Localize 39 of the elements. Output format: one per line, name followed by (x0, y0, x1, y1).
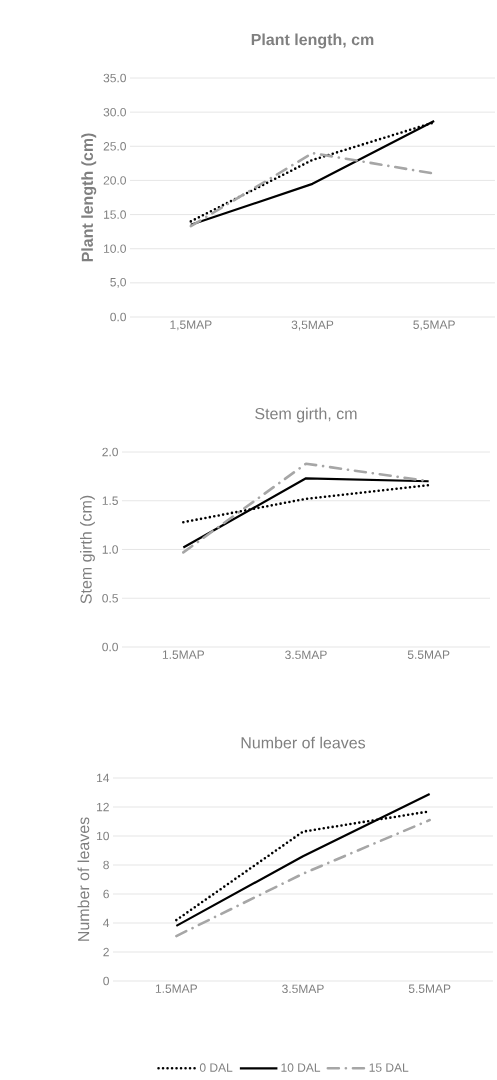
y-tick-label: 1.5 (102, 496, 118, 505)
x-tick-label: 3.5MAP (285, 650, 327, 660)
x-tick-label: 1.5MAP (155, 984, 198, 993)
y-tick-label: 15.0 (104, 210, 126, 219)
x-tick-label: 5.5MAP (408, 984, 451, 993)
legend-label: 10 DAL (281, 1063, 321, 1072)
y-axis-title: Plant length (cm) (81, 133, 97, 262)
y-axis-title: Number of leaves (77, 817, 90, 941)
y-tick-label: 0.0 (110, 312, 126, 322)
y-tick-label: 1.0 (102, 545, 118, 554)
y-tick-label: 0 (103, 976, 109, 986)
y-tick-label: 5,0 (110, 277, 126, 288)
x-tick-label: 5.5MAP (407, 650, 450, 659)
y-tick-label: 2.0 (102, 447, 118, 457)
y-tick-label: 14 (97, 773, 110, 783)
y-tick-label: 20.0 (103, 176, 126, 185)
y-tick-label: 0.5 (102, 594, 118, 603)
y-tick-label: 12 (97, 802, 109, 812)
x-tick-label: 3,5MAP (291, 320, 334, 331)
y-tick-label: 2 (103, 947, 109, 957)
x-tick-label: 3.5MAP (282, 984, 324, 994)
y-tick-label: 10.0 (104, 244, 126, 253)
y-tick-label: 4 (103, 918, 110, 928)
chart-title: Stem girth, cm (255, 407, 357, 423)
legend-label: 0 DAL (199, 1063, 233, 1072)
legend-label: 15 DAL (369, 1063, 409, 1072)
y-tick-label: 35.0 (103, 73, 126, 83)
chart-title: Plant length, cm (251, 33, 374, 49)
y-tick-label: 0.0 (102, 642, 118, 652)
x-tick-label: 1,5MAP (170, 320, 212, 331)
y-tick-label: 30.0 (103, 107, 126, 117)
y-axis-title: Stem girth (cm) (80, 495, 95, 604)
y-tick-label: 8 (103, 860, 109, 870)
y-tick-label: 10 (97, 831, 109, 841)
x-tick-label: 1.5MAP (162, 650, 205, 659)
chart-title: Number of leaves (241, 736, 366, 749)
y-tick-label: 25.0 (103, 142, 126, 151)
x-tick-label: 5,5MAP (413, 320, 455, 331)
y-tick-label: 6 (103, 889, 109, 899)
